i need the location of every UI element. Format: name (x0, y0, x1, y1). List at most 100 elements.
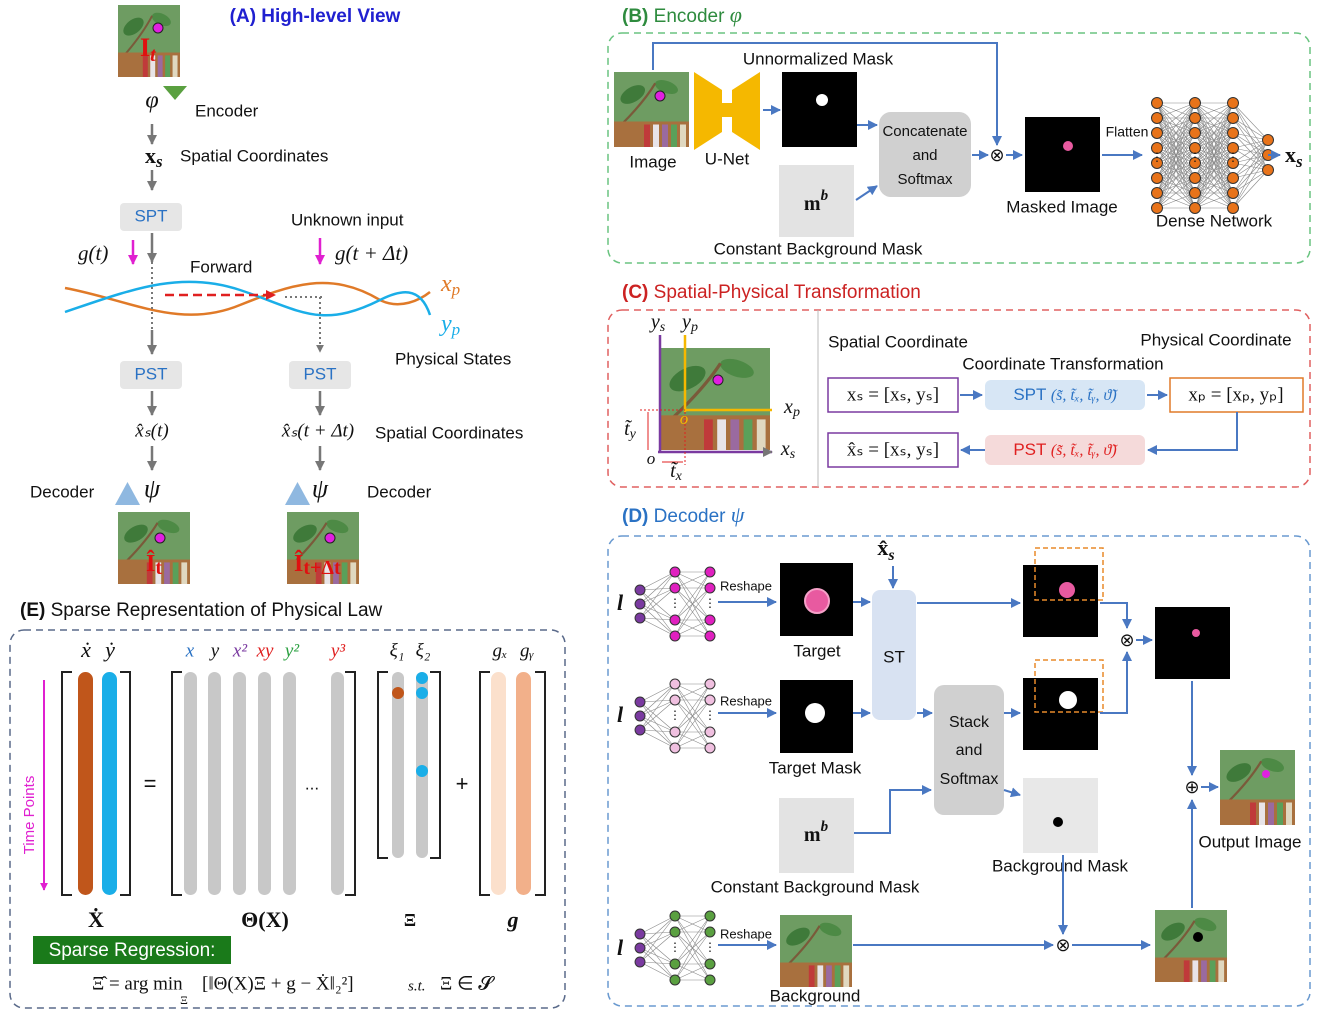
node (669, 742, 681, 754)
connector (1194, 102, 1234, 164)
panel-b-concat-1: and (912, 147, 937, 164)
shape (652, 42, 1002, 146)
box (208, 672, 221, 895)
node (634, 612, 646, 624)
node (654, 90, 666, 102)
node (1151, 202, 1163, 214)
connector (1003, 787, 1021, 798)
connector (639, 931, 676, 935)
shape (479, 671, 546, 896)
node (392, 687, 404, 699)
panel-d-stack-1: and (956, 742, 983, 759)
panel-e-matrix-names-2: Ξ (404, 910, 416, 930)
node (634, 942, 646, 954)
node (804, 588, 830, 614)
panel-a-forward: Forward (190, 257, 252, 276)
node (1059, 691, 1077, 709)
connector (639, 571, 676, 591)
symbol: (E) Sparse Representation of Physical La… (20, 600, 383, 621)
connector (674, 683, 711, 749)
image-thumbnail (1155, 910, 1227, 982)
node (1262, 134, 1274, 146)
symbol: yp (439, 311, 460, 339)
panel-c-origin-p: o (680, 409, 689, 428)
node (152, 22, 164, 34)
node (324, 532, 336, 544)
image-thumbnail (1220, 750, 1295, 825)
node (1151, 157, 1163, 169)
shape (171, 671, 356, 896)
symbol: ⋮ (1189, 150, 1201, 164)
panel-e-coef-labels-1: ξ₂ (416, 640, 431, 661)
connector (1232, 139, 1269, 164)
connector (1156, 102, 1196, 194)
box (233, 672, 246, 895)
node (154, 532, 166, 544)
connector (639, 617, 676, 637)
connector (674, 571, 711, 637)
connector (1156, 102, 1196, 164)
connector (1232, 139, 1269, 179)
node (669, 926, 681, 938)
panel-e-library-labels-5: y³ (329, 640, 345, 661)
panel-a-decoded-t-dt: x̂ₛ(t + Δt) (281, 420, 354, 441)
panel-e-library-labels-0: x (185, 640, 195, 661)
connector (674, 683, 711, 733)
panel-e-plus: + (456, 771, 469, 796)
panel-c-spatial-vector: xₛ = [xₛ, yₛ] (847, 384, 939, 405)
symbol: ⊗ (1119, 630, 1134, 650)
connector (639, 931, 676, 963)
panel-c-spatial-coordinate: Spatial Coordinate (828, 332, 968, 351)
connector (639, 729, 676, 733)
connector (1194, 162, 1234, 209)
symbol: SPT (s̃, t̃ₓ, t̃ᵧ, ϑ̃) (1013, 385, 1118, 404)
node (1063, 141, 1073, 151)
box (779, 798, 854, 873)
connector (674, 915, 711, 981)
panel-a-input-t-dt: g(t + Δt) (335, 241, 408, 265)
box (827, 377, 959, 413)
connector (1194, 102, 1234, 119)
box (607, 32, 1311, 264)
connector (639, 933, 676, 981)
node (704, 910, 716, 922)
panel-d-latent-2: l (617, 935, 624, 960)
connector (639, 571, 676, 619)
panel-d-target-mask: Target Mask (769, 758, 862, 777)
box (720, 103, 734, 117)
connector (639, 699, 676, 731)
connector (639, 915, 676, 963)
symbol: ⋮ (669, 596, 681, 610)
panel-b-concat-0: Concatenate (882, 123, 967, 140)
connector (1194, 102, 1234, 179)
connector (639, 587, 676, 605)
node (1189, 187, 1201, 199)
connector (674, 699, 711, 749)
panel-e-sparse-regression: Sparse Regression: (49, 940, 216, 961)
connector (1232, 102, 1269, 141)
node (1189, 202, 1201, 214)
panel-a-physical-states: Physical States (395, 349, 511, 368)
node (1151, 187, 1163, 199)
node (669, 910, 681, 922)
node (669, 974, 681, 986)
panel-a-decoder-symbol-right: ψ (312, 474, 329, 503)
panel-a-decoder-left: Decoder (30, 482, 95, 501)
connector (639, 571, 676, 605)
connector (1194, 177, 1234, 209)
node (416, 687, 428, 699)
symbol: ⋮ (704, 940, 716, 954)
connector (639, 947, 676, 981)
panel-d-constant-background-mask: Constant Background Mask (711, 877, 920, 896)
panel-a-decoded-t: x̂ₛ(t) (134, 420, 168, 441)
panel-c-physical-coordinate: Physical Coordinate (1140, 330, 1291, 349)
node (704, 614, 716, 626)
symbol: ⋮ (1151, 150, 1163, 164)
panel-e-ellipsis: ... (305, 774, 319, 793)
connector (639, 617, 676, 621)
connector (674, 731, 711, 749)
symbol: ys (649, 311, 666, 336)
node (704, 678, 716, 690)
symbol: mb (804, 188, 829, 214)
connector (674, 619, 711, 637)
